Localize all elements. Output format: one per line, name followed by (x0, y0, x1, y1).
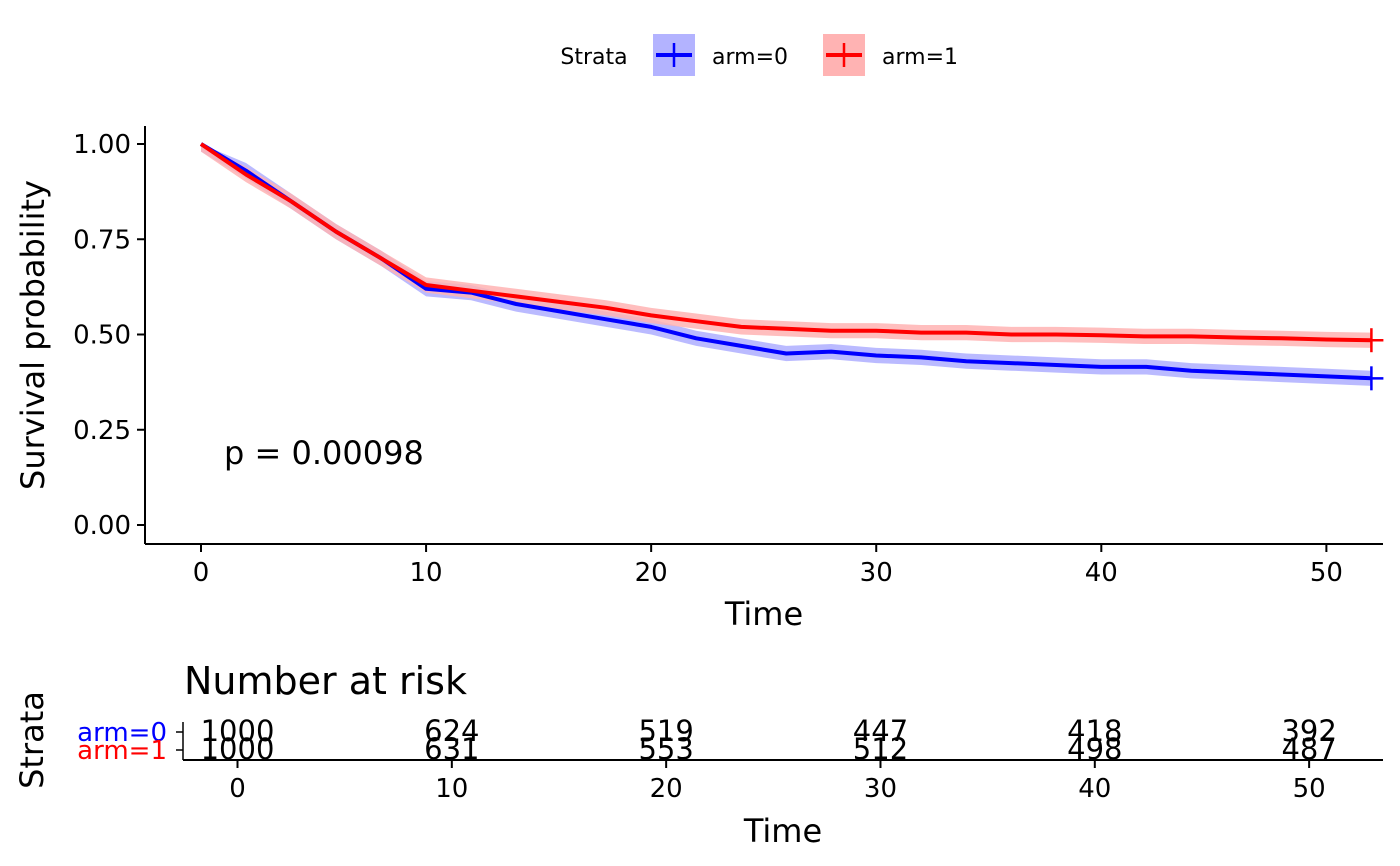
risk-table-x-tick-label: 50 (1293, 774, 1326, 804)
risk-table-cell: 1000 (201, 714, 275, 748)
p-value-annotation: p = 0.00098 (224, 434, 424, 472)
x-axis-title: Time (724, 595, 803, 633)
risk-table-cell: 418 (1067, 714, 1122, 748)
risk-table-cell: 447 (853, 714, 908, 748)
confidence-bands (201, 144, 1372, 386)
risk-table-row-label: arm=0 (77, 718, 167, 748)
y-tick-label: 0.50 (73, 321, 131, 351)
x-tick-label: 0 (193, 558, 210, 588)
legend: Strata arm=0 arm=1 (560, 34, 958, 76)
legend-title: Strata (560, 45, 627, 70)
risk-table-x-tick-label: 20 (650, 774, 683, 804)
y-axis-title: Survival probability (14, 180, 52, 490)
legend-label-arm1: arm=1 (882, 45, 958, 70)
y-tick-label: 0.75 (73, 225, 131, 255)
y-ticks: 0.00 0.25 0.50 0.75 1.00 (73, 130, 145, 541)
risk-table-row-label: arm=1 (77, 736, 167, 766)
x-tick-label: 50 (1310, 558, 1343, 588)
survival-plot: 0.00 0.25 0.50 0.75 1.00 0 10 20 30 40 50 p = 0.0… (14, 126, 1384, 633)
risk-table-y-title: Strata (13, 691, 51, 789)
x-tick-label: 10 (410, 558, 443, 588)
risk-table-cell: 624 (424, 714, 479, 748)
ci-band-arm1 (201, 144, 1372, 348)
risk-table-cell: 392 (1281, 714, 1336, 748)
ci-band-arm0 (201, 144, 1372, 386)
risk-table-x-ticks: 0 10 20 30 40 50 (229, 760, 1326, 804)
risk-table-x-tick-label: 0 (229, 774, 246, 804)
risk-table: Number at risk Strata arm=0 1000 624 519 447… (13, 659, 1383, 850)
x-tick-label: 20 (635, 558, 668, 588)
risk-table-x-tick-label: 40 (1078, 774, 1111, 804)
risk-table-cell: 519 (638, 714, 693, 748)
x-ticks: 0 10 20 30 40 50 (193, 544, 1343, 588)
y-tick-label: 0.25 (73, 416, 131, 446)
risk-table-x-tick-label: 30 (864, 774, 897, 804)
legend-label-arm0: arm=0 (712, 45, 788, 70)
y-tick-label: 0.00 (73, 511, 131, 541)
x-tick-label: 40 (1085, 558, 1118, 588)
risk-table-title: Number at risk (184, 659, 467, 703)
y-tick-label: 1.00 (73, 130, 131, 160)
survival-curve-arm1 (199, 142, 1372, 343)
legend-item-arm1: arm=1 (823, 34, 958, 76)
censor-marks (1359, 328, 1384, 391)
legend-item-arm0: arm=0 (653, 34, 788, 76)
risk-table-x-tick-label: 10 (435, 774, 468, 804)
risk-table-x-title: Time (743, 812, 822, 850)
x-tick-label: 30 (860, 558, 893, 588)
survival-curves (199, 142, 1372, 381)
